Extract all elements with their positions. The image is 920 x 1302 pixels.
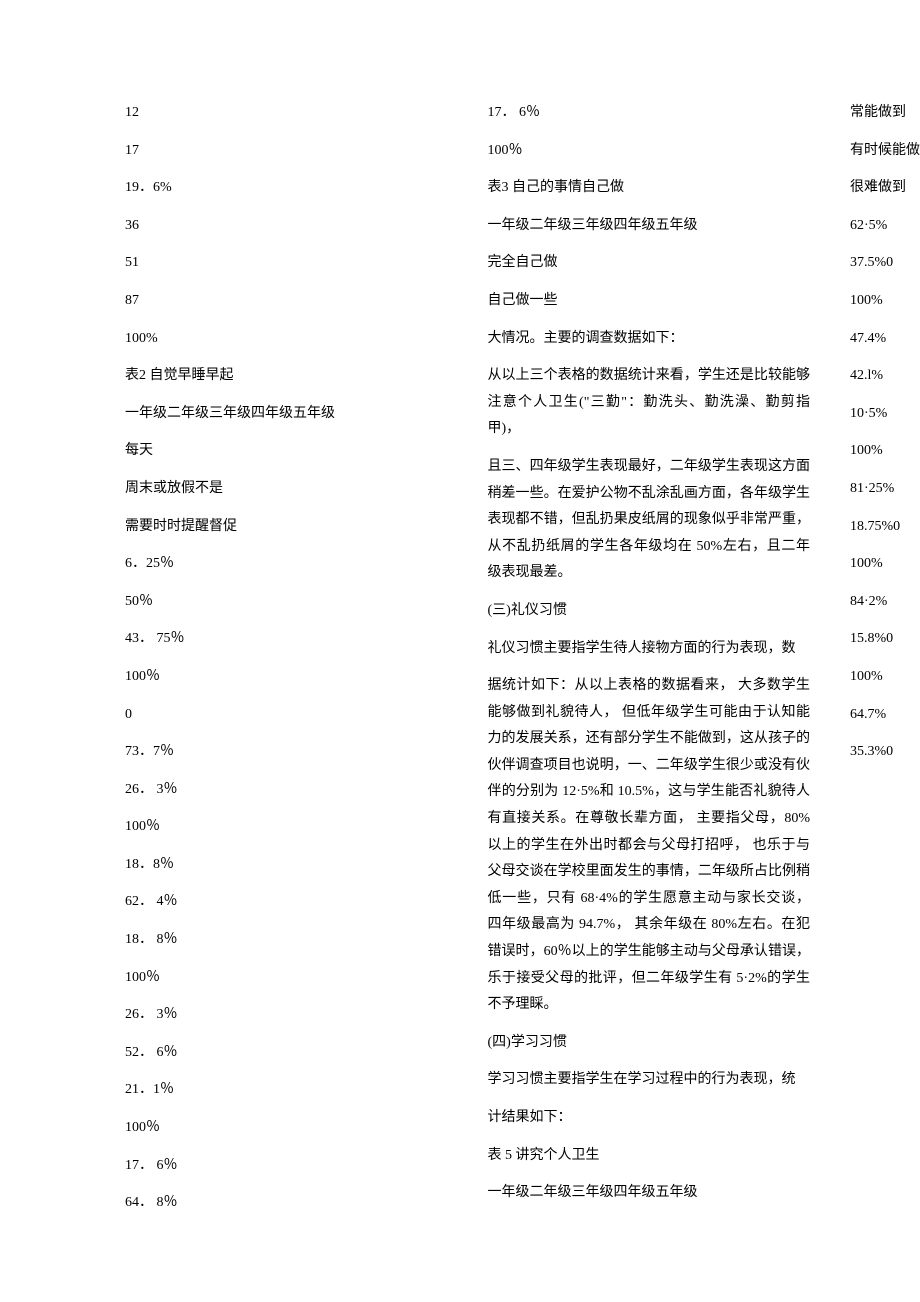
table5-value: 64.7% [850, 702, 920, 729]
table2-value: 62． 4％ [125, 889, 448, 916]
table2-row-label: 周末或放假不是 [125, 476, 448, 503]
page-container: 12 17 19．6% 36 51 87 100% 表2 自觉早睡早起 一年级二… [0, 0, 920, 1302]
study-intro-2: 计结果如下： [488, 1105, 811, 1132]
table2-row-label: 每天 [125, 438, 448, 465]
table2-value: 21．1％ [125, 1077, 448, 1104]
table5-grades: 一年级二年级三年级四年级五年级 [488, 1180, 811, 1207]
data-value: 19．6% [125, 175, 448, 202]
table2-value: 43． 75％ [125, 626, 448, 653]
table5-row-label: 有时候能做到 [850, 138, 920, 165]
table2-value: 52． 6％ [125, 1040, 448, 1067]
study-intro: 学习习惯主要指学生在学习过程中的行为表现，统 [488, 1067, 811, 1094]
table2-value: 50％ [125, 589, 448, 616]
section-heading-3: (三)礼仪习惯 [488, 598, 811, 625]
table5-value: 15.8%0 [850, 626, 920, 653]
table2-value: 100％ [125, 664, 448, 691]
table5-row-label: 很难做到 [850, 175, 920, 202]
table2-value: 17． 6％ [125, 1153, 448, 1180]
summary-paragraph-1: 从以上三个表格的数据统计来看，学生还是比较能够注意个人卫生("三勤"：勤洗头、勤… [488, 363, 811, 443]
table5-row-label: 常能做到 [850, 100, 920, 127]
table2-value: 100％ [125, 965, 448, 992]
table5-value: 100% [850, 288, 920, 315]
table2-value: 0 [125, 702, 448, 729]
table2-value: 73．7％ [125, 739, 448, 766]
table5-value: 100% [850, 664, 920, 691]
table2-value: 6．25％ [125, 551, 448, 578]
data-value: 100% [125, 326, 448, 353]
table5-value: 37.5%0 [850, 250, 920, 277]
table2-title: 表2 自觉早睡早起 [125, 363, 448, 390]
data-value: 87 [125, 288, 448, 315]
table5-value: 62·5% [850, 213, 920, 240]
table5-value: 42.l% [850, 363, 920, 390]
table5-value: 81·25% [850, 476, 920, 503]
table3-row-label: 完全自己做 [488, 250, 811, 277]
etiquette-intro: 礼仪习惯主要指学生待人接物方面的行为表现，数 [488, 636, 811, 663]
table5-value: 47.4% [850, 326, 920, 353]
table3-row-label: 自己做一些 [488, 288, 811, 315]
table3-title: 表3 自己的事情自己做 [488, 175, 811, 202]
table2-value: 18．8％ [125, 852, 448, 879]
table3-after-text: 大情况。主要的调查数据如下： [488, 326, 811, 353]
data-value: 51 [125, 250, 448, 277]
table5-title: 表 5 讲究个人卫生 [488, 1143, 811, 1170]
table5-value: 18.75%0 [850, 514, 920, 541]
summary-paragraph-2: 且三、四年级学生表现最好，二年级学生表现这方面稍差一些。在爱护公物不乱涂乱画方面… [488, 454, 811, 587]
table2-value: 26． 3％ [125, 1002, 448, 1029]
data-value: 17 [125, 138, 448, 165]
table2-grades: 一年级二年级三年级四年级五年级 [125, 401, 448, 428]
data-value: 12 [125, 100, 448, 127]
table2-value: 64． 8％ [125, 1190, 448, 1217]
table2-value: 100％ [125, 1115, 448, 1142]
table2-value: 26． 3％ [125, 777, 448, 804]
table5-value: 84·2% [850, 589, 920, 616]
table2-value: 100％ [125, 814, 448, 841]
data-value: 36 [125, 213, 448, 240]
table2-row-label: 需要时时提醒督促 [125, 514, 448, 541]
table5-value: 10·5% [850, 401, 920, 428]
table3-grades: 一年级二年级三年级四年级五年级 [488, 213, 811, 240]
table5-value: 100% [850, 438, 920, 465]
table2-value: 100％ [488, 138, 811, 165]
etiquette-paragraph: 据统计如下：从以上表格的数据看来， 大多数学生能够做到礼貌待人， 但低年级学生可… [488, 673, 811, 1019]
table5-value: 35.3%0 [850, 739, 920, 766]
table2-value: 18． 8％ [125, 927, 448, 954]
table5-value: 100% [850, 551, 920, 578]
section-heading-4: (四)学习习惯 [488, 1030, 811, 1057]
table2-value: 17． 6％ [488, 100, 811, 127]
